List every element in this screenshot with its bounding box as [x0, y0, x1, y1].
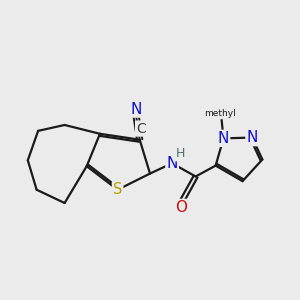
- Text: H: H: [176, 147, 185, 160]
- Text: N: N: [247, 130, 258, 145]
- Text: C: C: [136, 122, 146, 136]
- Text: N: N: [167, 156, 178, 171]
- Text: N: N: [218, 131, 229, 146]
- Text: O: O: [175, 200, 187, 215]
- Text: S: S: [113, 182, 122, 197]
- Text: N: N: [130, 102, 142, 117]
- Text: methyl: methyl: [204, 110, 236, 118]
